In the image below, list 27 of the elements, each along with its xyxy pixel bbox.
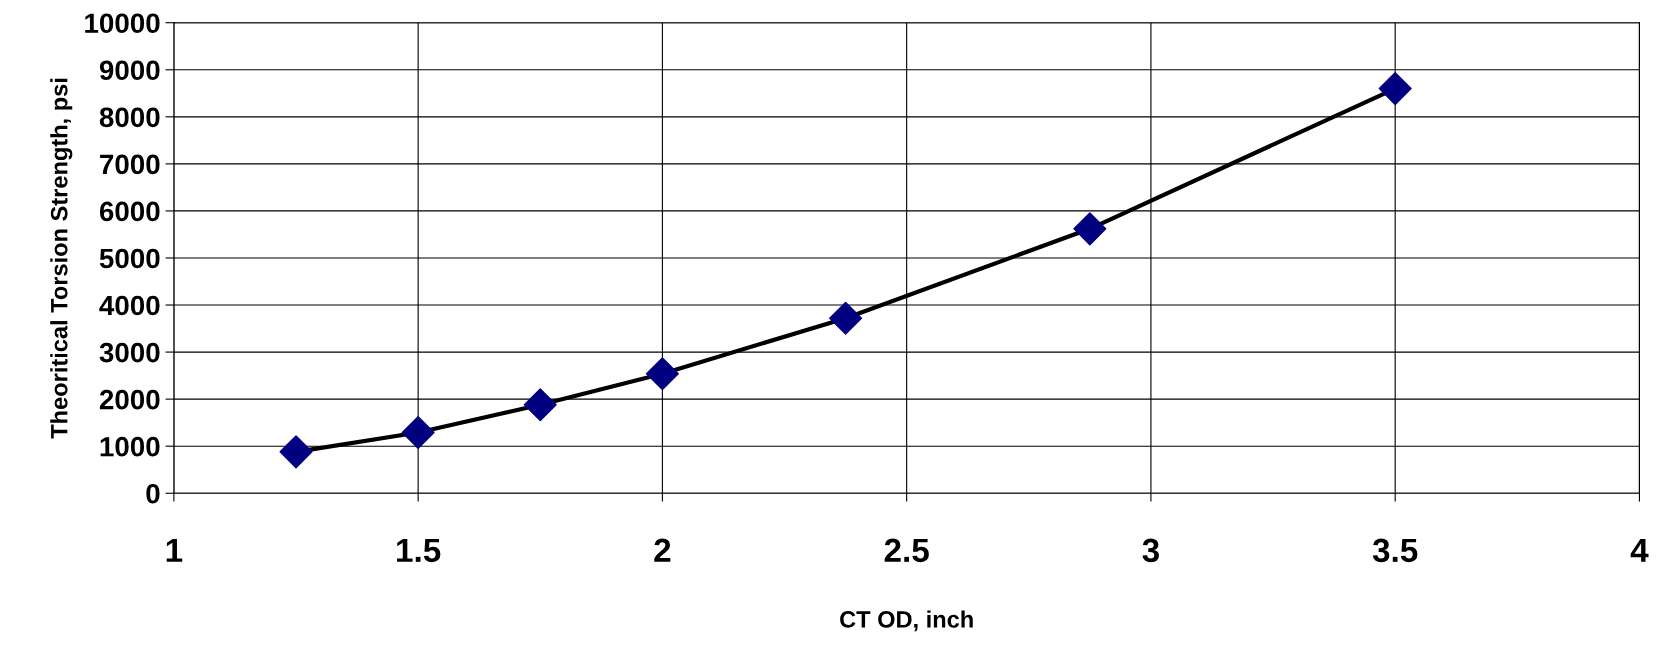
point (1378, 72, 1412, 106)
y-tick-label: 6000 (99, 201, 160, 222)
x-tick-label: 3 (1142, 538, 1159, 563)
x-tick-label: 2.5 (884, 538, 929, 563)
point (829, 301, 863, 335)
point (645, 357, 679, 391)
point (523, 388, 557, 422)
x-tick-label: 2 (654, 538, 671, 562)
y-tick-label: 4000 (99, 295, 160, 316)
y-tick-label: 0 (146, 483, 160, 504)
x-axis-title: CT OD, inch (840, 610, 973, 632)
y-tick-label: 8000 (99, 107, 160, 128)
x-tick-label: 1.5 (397, 538, 441, 563)
x-tick-label: 1 (166, 538, 183, 562)
point (401, 416, 435, 450)
point (279, 435, 313, 469)
y-tick-label: 2000 (99, 389, 160, 410)
y-axis-title: Theoritical Torsion Strength, psi (50, 78, 73, 439)
x-tick-label: 4 (1630, 538, 1649, 562)
y-tick-label: 1000 (100, 436, 160, 457)
point (1073, 212, 1107, 246)
y-tick-label: 3000 (99, 342, 160, 363)
y-tick-label: 10000 (85, 13, 160, 34)
x-tick-label: 3.5 (1372, 538, 1418, 563)
y-tick-label: 9000 (99, 60, 160, 81)
y-tick-label: 5000 (99, 248, 160, 269)
y-tick-label: 7000 (100, 154, 160, 175)
